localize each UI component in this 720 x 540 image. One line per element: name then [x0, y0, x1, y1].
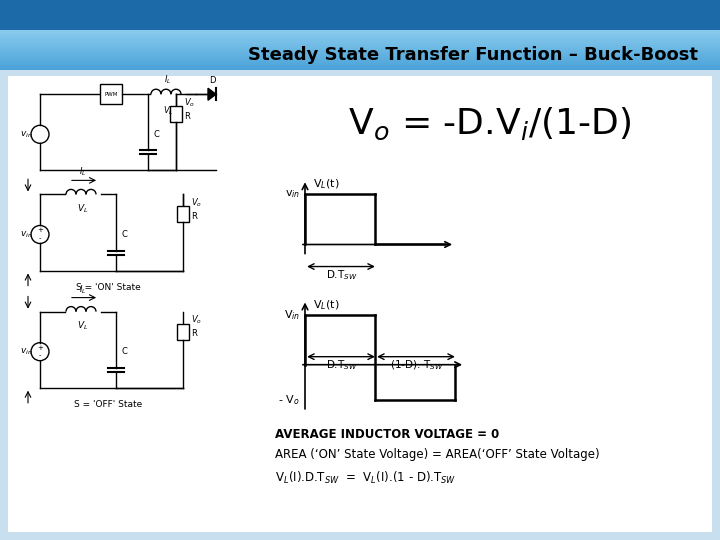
Text: D: D	[209, 76, 215, 85]
Bar	[0, 45, 720, 46]
Bar	[0, 59, 720, 60]
Bar	[0, 54, 720, 55]
Text: V$_{in}$: V$_{in}$	[284, 308, 300, 321]
Text: D.T$_{SW}$: D.T$_{SW}$	[326, 359, 358, 373]
Text: C: C	[122, 230, 128, 239]
Text: $V_L$: $V_L$	[163, 104, 174, 117]
Text: R: R	[191, 212, 197, 221]
Text: V$_L$(t): V$_L$(t)	[313, 298, 340, 312]
Text: $v_{in}$: $v_{in}$	[20, 347, 32, 357]
Text: S = 'OFF' State: S = 'OFF' State	[74, 400, 142, 409]
Bar	[0, 42, 720, 43]
Bar	[0, 39, 720, 40]
Bar	[0, 62, 720, 63]
Text: $V_o$: $V_o$	[191, 196, 202, 208]
Text: R: R	[184, 112, 190, 121]
Text: +: +	[37, 227, 43, 233]
Bar	[0, 46, 720, 47]
Bar	[0, 50, 720, 51]
Text: $I_L$: $I_L$	[79, 166, 86, 178]
Text: V$_L$(t): V$_L$(t)	[313, 178, 340, 191]
Text: D.T$_{SW}$: D.T$_{SW}$	[326, 268, 358, 282]
Text: -: -	[39, 353, 41, 359]
Bar	[0, 65, 720, 66]
Polygon shape	[208, 88, 216, 100]
Bar	[0, 53, 720, 54]
Text: AREA (‘ON’ State Voltage) = AREA(‘OFF’ State Voltage): AREA (‘ON’ State Voltage) = AREA(‘OFF’ S…	[275, 448, 600, 461]
Bar	[0, 49, 720, 50]
Bar	[0, 37, 720, 38]
Text: V$_L$(I).D.T$_{SW}$  =  V$_L$(I).(1 - D).T$_{SW}$: V$_L$(I).D.T$_{SW}$ = V$_L$(I).(1 - D).T…	[275, 470, 456, 486]
Text: C: C	[122, 347, 128, 356]
Bar	[0, 58, 720, 59]
Bar	[0, 32, 720, 33]
Text: $V_o$: $V_o$	[184, 96, 195, 109]
Bar	[100, 84, 122, 104]
Bar	[0, 64, 720, 65]
Bar	[0, 33, 720, 34]
Bar	[0, 57, 720, 58]
Bar	[0, 38, 720, 39]
Bar	[0, 55, 720, 56]
Bar	[0, 63, 720, 64]
Bar	[0, 34, 720, 35]
Text: C: C	[153, 130, 159, 139]
Text: PWM: PWM	[104, 92, 117, 97]
Text: +: +	[37, 345, 43, 350]
Bar	[0, 68, 720, 69]
Bar	[0, 48, 720, 49]
Text: $V_L$: $V_L$	[77, 202, 89, 215]
Bar	[0, 31, 720, 32]
Bar	[0, 69, 720, 70]
Text: $I_L$: $I_L$	[164, 74, 171, 86]
Bar	[0, 56, 720, 57]
Text: -: -	[39, 235, 41, 241]
Text: (1-D). T$_{SW}$: (1-D). T$_{SW}$	[390, 359, 444, 372]
Bar	[0, 67, 720, 68]
Text: S = 'ON' State: S = 'ON' State	[76, 282, 140, 292]
Bar	[177, 323, 189, 340]
Text: $v_{in}$: $v_{in}$	[20, 129, 32, 139]
Text: AVERAGE INDUCTOR VOLTAGE = 0: AVERAGE INDUCTOR VOLTAGE = 0	[275, 428, 499, 441]
Bar	[0, 30, 720, 31]
Text: R: R	[191, 329, 197, 338]
Bar	[0, 47, 720, 48]
Bar	[0, 66, 720, 67]
Text: Steady State Transfer Function – Buck-Boost: Steady State Transfer Function – Buck-Bo…	[248, 46, 698, 64]
Text: $V_L$: $V_L$	[77, 320, 89, 332]
Bar	[0, 44, 720, 45]
Bar	[0, 60, 720, 62]
Text: $V_o$: $V_o$	[191, 313, 202, 326]
Bar	[170, 106, 182, 122]
Bar	[0, 36, 720, 37]
Text: V$_o$ = -D.V$_i$/(1-D): V$_o$ = -D.V$_i$/(1-D)	[348, 106, 631, 143]
Text: v$_{in}$: v$_{in}$	[284, 188, 300, 200]
Bar	[0, 43, 720, 44]
Text: $I_L$: $I_L$	[79, 283, 86, 295]
Bar	[177, 206, 189, 222]
Bar	[0, 35, 720, 36]
Bar	[0, 41, 720, 42]
Text: - V$_o$: - V$_o$	[279, 393, 300, 407]
Bar	[0, 51, 720, 52]
Text: $v_{in}$: $v_{in}$	[20, 229, 32, 240]
Bar	[0, 40, 720, 41]
Bar	[0, 52, 720, 53]
